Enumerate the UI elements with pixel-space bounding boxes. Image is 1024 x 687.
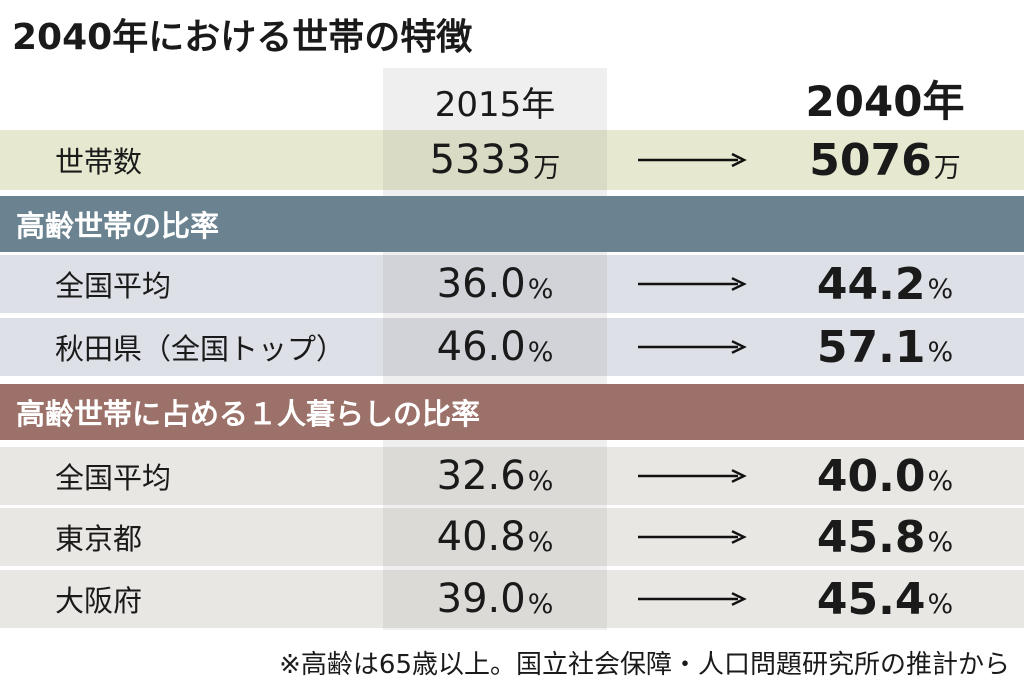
value-2015: 46.0%: [383, 318, 607, 376]
value: 39.0: [436, 576, 526, 622]
arrow: [638, 447, 748, 505]
section-heading: 高齢世帯に占める１人暮らしの比率: [0, 384, 1024, 440]
unit: %: [527, 336, 554, 368]
row-label: 世帯数: [55, 145, 143, 179]
unit: %: [927, 465, 954, 497]
unit: %: [527, 465, 554, 497]
value-2015: 39.0%: [383, 570, 607, 628]
unit: %: [527, 273, 554, 305]
value-2040: 40.0%: [780, 447, 990, 505]
row-label: 全国平均: [55, 461, 172, 495]
row-label: 大阪府: [55, 584, 143, 618]
value: 5076: [809, 134, 932, 186]
arrow: [638, 152, 747, 168]
arrow: [638, 469, 747, 483]
unit: %: [927, 336, 954, 368]
table-row: 世帯数 5333 万 5076 万: [0, 130, 1024, 190]
table-row: 全国平均 32.6% 40.0%: [0, 447, 1024, 505]
column-header: 2015年: [434, 84, 556, 125]
value: 44.2: [816, 258, 926, 310]
value-2015: 5333 万: [383, 130, 607, 190]
value-2040: 5076 万: [780, 130, 990, 190]
unit: %: [927, 526, 954, 558]
title: 2040年における世帯の特徴: [12, 17, 473, 58]
value: 45.8: [816, 511, 926, 563]
column-header: 2040年: [805, 76, 965, 126]
value: 46.0: [436, 324, 526, 370]
arrow: [638, 340, 747, 354]
value: 40.8: [436, 514, 526, 560]
unit: %: [927, 273, 954, 305]
value-2015: 40.8%: [383, 508, 607, 566]
value: 40.0: [816, 450, 926, 502]
table-row: 大阪府 39.0% 45.4%: [0, 570, 1024, 628]
value: 57.1: [816, 321, 926, 373]
column-band: [383, 68, 607, 630]
value-2040: 45.8%: [780, 508, 990, 566]
arrow: [638, 592, 747, 606]
arrow: [638, 508, 748, 566]
arrow: [638, 570, 748, 628]
unit: 万: [533, 152, 561, 184]
unit: %: [527, 526, 554, 558]
value: 5333: [429, 137, 532, 183]
arrow: [638, 277, 747, 291]
arrow: [638, 255, 748, 313]
unit: %: [527, 588, 554, 620]
table-row: 秋田県（全国トップ） 46.0% 57.1%: [0, 318, 1024, 376]
arrow: [638, 530, 747, 544]
row-label: 全国平均: [55, 269, 172, 303]
value-2015: 36.0%: [383, 255, 607, 313]
value-2015: 32.6%: [383, 447, 607, 505]
section-heading: 高齢世帯の比率: [0, 196, 1024, 252]
row-label: 東京都: [55, 522, 143, 556]
table-row: 東京都 40.8% 45.8%: [0, 508, 1024, 566]
value-2040: 57.1%: [780, 318, 990, 376]
arrow: [638, 130, 748, 190]
table-row: 全国平均 36.0% 44.2%: [0, 255, 1024, 313]
unit: 万: [933, 152, 961, 184]
row-label: 秋田県（全国トップ）: [55, 332, 346, 366]
arrow: [638, 318, 748, 376]
value: 32.6: [436, 453, 526, 499]
value: 36.0: [436, 261, 526, 307]
value-2040: 45.4%: [780, 570, 990, 628]
value: 45.4: [816, 573, 926, 625]
unit: %: [927, 588, 954, 620]
value-2040: 44.2%: [780, 255, 990, 313]
footnote: ※高齢は65歳以上。国立社会保障・人口問題研究所の推計から: [279, 650, 1010, 680]
